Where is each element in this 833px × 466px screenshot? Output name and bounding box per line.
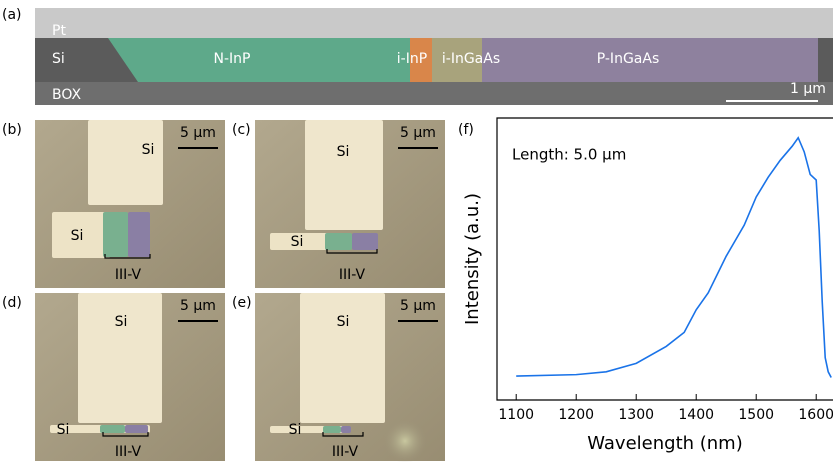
bracket — [322, 432, 364, 437]
box-layer — [35, 82, 833, 105]
scale-label: 5 µm — [400, 125, 436, 141]
scale-label: 1 µm — [790, 81, 826, 97]
segment-label: i-InGaAs — [442, 51, 500, 67]
scale-label: 5 µm — [180, 125, 216, 141]
layer-label: BOX — [52, 87, 81, 103]
x-tick-label: 1600 — [798, 407, 833, 423]
si-label: Si — [289, 422, 302, 438]
n-inp — [108, 38, 410, 82]
si-pad — [52, 212, 110, 258]
iii-v-p — [125, 425, 148, 433]
x-tick-label: 1200 — [558, 407, 594, 423]
micrograph-panel: Si Si III-V 5 µm — [35, 120, 225, 288]
x-tick-label: 1500 — [738, 407, 774, 423]
iii-v-n — [103, 212, 128, 257]
micrograph-panel: Si Si III-V 5 µm — [35, 293, 225, 461]
micrograph-panel: Si Si III-V 5 µm — [255, 293, 445, 463]
i-ingaas — [432, 38, 482, 82]
segment-label: i-InP — [397, 51, 427, 67]
iii-v-label: III-V — [115, 444, 142, 460]
panel-label: (f) — [458, 122, 474, 138]
layer-label: Pt — [52, 23, 66, 39]
i-inp — [410, 38, 432, 82]
segment-label: N-InP — [214, 51, 251, 67]
x-axis-label: Wavelength (nm) — [587, 433, 743, 454]
bracket — [104, 254, 151, 259]
iii-v-p — [352, 233, 378, 250]
iii-v-label: III-V — [115, 267, 142, 283]
scale-label: 5 µm — [180, 298, 216, 314]
panel-a: (a) Pt Si BOX N-InP i-InP i-InGaAs P-InG… — [2, 7, 833, 105]
si-waveguide — [300, 293, 385, 423]
p-ingaas — [482, 38, 818, 82]
si-label: Si — [142, 142, 155, 158]
iii-v-n — [323, 426, 341, 433]
panel-label: (c) — [232, 122, 251, 138]
glow — [383, 419, 427, 463]
y-axis-label: Intensity (a.u.) — [462, 193, 483, 325]
x-tick-label: 1100 — [498, 407, 534, 423]
bracket — [326, 249, 378, 254]
iii-v-p — [341, 426, 351, 433]
panel-label: (e) — [232, 295, 252, 311]
si-label: Si — [291, 234, 304, 250]
iii-v-n — [100, 425, 125, 433]
si-label: Si — [57, 422, 70, 438]
si-label: Si — [115, 314, 128, 330]
micrograph-panel: Si Si III-V 5 µm — [255, 120, 445, 288]
x-tick-label: 1300 — [618, 407, 654, 423]
si-waveguide — [305, 120, 383, 230]
si-label: Si — [337, 144, 350, 160]
iii-v-p — [128, 212, 150, 257]
iii-v-label: III-V — [332, 444, 359, 460]
scale-label: 5 µm — [400, 298, 436, 314]
bracket — [102, 432, 149, 437]
iii-v-label: III-V — [339, 267, 366, 283]
si-label: Si — [71, 228, 84, 244]
annotation: Length: 5.0 µm — [512, 146, 626, 164]
pt-layer — [35, 8, 833, 38]
segment-label: P-InGaAs — [597, 51, 660, 67]
x-tick-label: 1400 — [678, 407, 714, 423]
si-waveguide — [78, 293, 162, 423]
si-pad — [270, 233, 330, 250]
panel-label: (d) — [2, 295, 22, 311]
layer-label: Si — [52, 51, 65, 67]
axes-frame — [496, 117, 833, 401]
si-label: Si — [337, 314, 350, 330]
si-waveguide — [88, 120, 163, 205]
spectrum-line — [516, 136, 832, 378]
panel-label: (b) — [2, 122, 22, 138]
iii-v-n — [325, 233, 352, 250]
panel-label: (a) — [2, 7, 22, 23]
